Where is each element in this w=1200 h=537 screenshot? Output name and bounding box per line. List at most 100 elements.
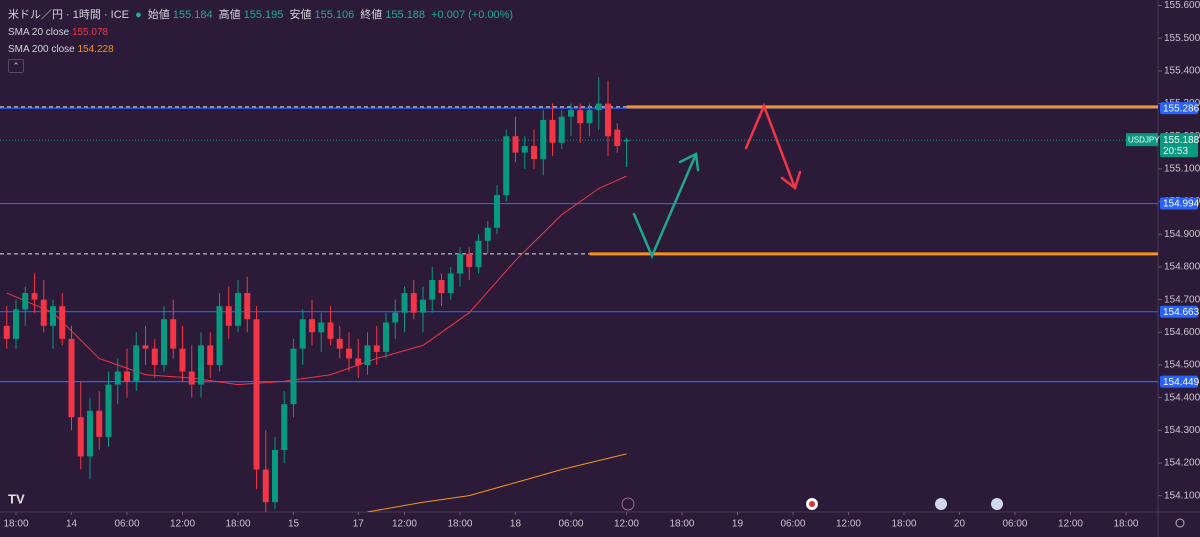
- y-tick-label: 155.400: [1164, 66, 1200, 77]
- status-dot: ●: [135, 9, 142, 21]
- candle-body: [281, 404, 288, 450]
- candle-body: [31, 293, 38, 300]
- x-tick-label: 18:00: [225, 519, 250, 530]
- candle-body: [558, 116, 565, 143]
- x-tick-label: 20: [954, 519, 966, 530]
- legend-value: 155.078: [71, 27, 109, 38]
- value: 155.184: [172, 9, 213, 21]
- candle-body: [346, 348, 353, 359]
- candle-body: [290, 348, 297, 405]
- candle-body: [207, 345, 214, 365]
- candle-body: [87, 410, 94, 457]
- candle-body: [124, 371, 131, 382]
- y-tick-label: 154.600: [1164, 327, 1200, 338]
- event-icons: [621, 497, 1003, 511]
- collapse-button[interactable]: ⌃: [8, 59, 24, 73]
- candle-body: [262, 469, 269, 503]
- legend-value: 154.228: [77, 44, 114, 55]
- symbol-title: 米ドル／円 · 1時間 · ICE: [8, 9, 130, 21]
- level-label-box: [1160, 375, 1198, 388]
- x-tick-label: 12:00: [1058, 519, 1083, 530]
- label: 始値: [147, 9, 170, 21]
- legend-item[interactable]: SMA 20 close 155.078: [8, 27, 108, 38]
- level-label: 154.994: [1163, 199, 1200, 210]
- price-label-box: [1126, 133, 1158, 147]
- event-icon: [991, 498, 1003, 510]
- y-tick-label: 154.100: [1164, 490, 1200, 501]
- candle-body: [225, 306, 232, 326]
- arrow-head: [678, 152, 700, 172]
- candle-body: [429, 280, 436, 300]
- candle-body: [392, 312, 399, 323]
- symbol-label: USDJPY: [1128, 135, 1160, 144]
- y-tick-label: 154.900: [1164, 229, 1200, 240]
- candle-body: [540, 119, 547, 160]
- legend-item[interactable]: SMA 200 close 154.228: [8, 44, 114, 55]
- x-tick-label: 06:00: [558, 519, 583, 530]
- candle-body: [493, 195, 500, 228]
- label: 高値: [218, 9, 241, 21]
- value: 155.106: [314, 9, 355, 21]
- candle-body: [216, 306, 223, 365]
- candle-body: [22, 293, 29, 310]
- candle-body: [50, 306, 57, 326]
- candle-body: [299, 319, 306, 349]
- x-tick-label: 06:00: [1002, 519, 1027, 530]
- candle-body: [577, 110, 584, 124]
- candle-body: [530, 146, 537, 160]
- x-tick-label: 18:00: [669, 519, 694, 530]
- candle-body: [40, 299, 47, 326]
- candle-body: [309, 319, 316, 333]
- value: 155.188: [385, 9, 426, 21]
- x-tick-label: 12:00: [836, 519, 861, 530]
- x-tick-label: 12:00: [392, 519, 417, 530]
- event-icon: [935, 498, 947, 510]
- change: +0.007 (+0.00%): [431, 9, 514, 21]
- candle-body: [623, 140, 630, 142]
- price-label: 155.188: [1163, 135, 1200, 146]
- candle-body: [383, 322, 389, 352]
- candle-body: [614, 129, 621, 147]
- y-tick-label: 154.300: [1164, 425, 1200, 436]
- label: 終値: [360, 9, 383, 21]
- drawing: [632, 102, 802, 260]
- y-tick-label: 155.100: [1164, 164, 1200, 175]
- candle-body: [244, 293, 251, 320]
- candle-body: [188, 371, 195, 385]
- candle-body: [96, 410, 103, 437]
- x-tick-label: 19: [732, 519, 744, 530]
- level-label: 154.449: [1163, 377, 1200, 388]
- settings-icon[interactable]: [1175, 518, 1185, 528]
- candle-body: [466, 253, 473, 267]
- candle-body: [355, 358, 362, 365]
- label: 安値: [289, 9, 312, 21]
- indicator-line: [367, 453, 627, 512]
- candle-body: [438, 280, 445, 294]
- x-tick-label: 06:00: [780, 519, 805, 530]
- x-tick-label: 15: [288, 519, 300, 530]
- candle-body: [373, 345, 380, 352]
- candle-body: [419, 299, 426, 313]
- candle-body: [484, 227, 491, 241]
- candle-body: [327, 322, 334, 339]
- candle-body: [512, 136, 519, 153]
- down-arrow: [744, 102, 797, 190]
- candle-body: [447, 273, 454, 294]
- arrow-head: [780, 170, 802, 191]
- up-arrow: [632, 152, 698, 260]
- value: 155.195: [243, 9, 284, 21]
- level-label-box: [1160, 102, 1198, 115]
- y-tick-label: 155.500: [1164, 33, 1200, 44]
- candle-body: [475, 240, 482, 267]
- candle-body: [68, 338, 75, 418]
- candle-body: [179, 348, 186, 372]
- event-icon: [809, 501, 815, 507]
- x-tick-label: 18:00: [1113, 519, 1138, 530]
- price-label-box: [1160, 133, 1198, 158]
- candle-body: [151, 348, 158, 365]
- y-tick-label: 154.200: [1164, 458, 1200, 469]
- candle-body: [410, 293, 417, 313]
